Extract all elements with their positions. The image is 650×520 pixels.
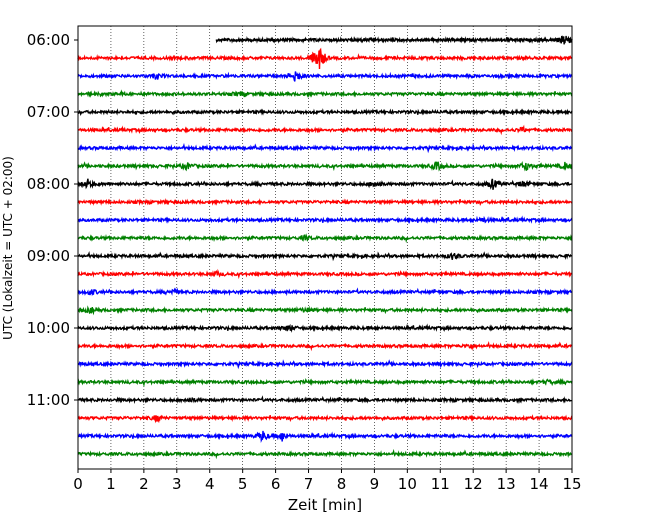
x-axis-label: Zeit [min] bbox=[288, 496, 362, 514]
x-tick-label: 11 bbox=[431, 475, 450, 493]
trace-0800 bbox=[77, 178, 573, 190]
y-tick-label: 10:00 bbox=[27, 319, 70, 337]
trace-0615 bbox=[77, 47, 573, 70]
x-tick-label: 1 bbox=[106, 475, 116, 493]
trace-1000 bbox=[77, 323, 573, 333]
trace-1045 bbox=[77, 377, 573, 388]
y-tick-label: 09:00 bbox=[27, 247, 70, 265]
trace-0745 bbox=[77, 160, 573, 172]
trace-0815 bbox=[77, 198, 573, 207]
x-tick-label: 14 bbox=[530, 475, 549, 493]
trace-0945 bbox=[77, 305, 573, 316]
x-tick-label: 8 bbox=[337, 475, 347, 493]
trace-1115 bbox=[77, 414, 573, 424]
trace-0930 bbox=[77, 287, 573, 297]
trace-0900 bbox=[77, 251, 573, 262]
trace-0845 bbox=[77, 233, 573, 244]
trace-0600 bbox=[215, 35, 573, 45]
y-tick-label: 06:00 bbox=[27, 31, 70, 49]
y-axis-ticks: 06:00 07:00 08:00 09:00 10:00 11:00 bbox=[27, 31, 78, 409]
x-tick-label: 13 bbox=[497, 475, 516, 493]
x-tick-label: 7 bbox=[304, 475, 314, 493]
y-tick-label: 07:00 bbox=[27, 103, 70, 121]
y-tick-label: 11:00 bbox=[27, 391, 70, 409]
x-tick-label: 0 bbox=[73, 475, 83, 493]
trace-0700 bbox=[77, 108, 573, 117]
trace-1145 bbox=[77, 448, 573, 460]
y-axis-label: UTC (Lokalzeit = UTC + 02:00) bbox=[1, 156, 15, 340]
x-tick-label: 12 bbox=[464, 475, 483, 493]
trace-0730 bbox=[77, 142, 573, 154]
x-tick-label: 15 bbox=[562, 475, 581, 493]
x-tick-label: 9 bbox=[370, 475, 380, 493]
seismogram-traces bbox=[77, 35, 573, 460]
trace-1030 bbox=[77, 359, 573, 370]
x-tick-label: 10 bbox=[398, 475, 417, 493]
x-tick-label: 4 bbox=[205, 475, 215, 493]
trace-0830 bbox=[77, 215, 573, 225]
x-axis-ticks: 0 1 2 3 4 5 6 7 8 9 10 11 12 13 14 15 bbox=[73, 469, 582, 493]
x-tick-label: 6 bbox=[271, 475, 281, 493]
x-tick-label: 5 bbox=[238, 475, 248, 493]
x-tick-label: 3 bbox=[172, 475, 182, 493]
y-tick-label: 08:00 bbox=[27, 175, 70, 193]
trace-0915 bbox=[77, 268, 573, 280]
trace-1015 bbox=[77, 341, 573, 352]
x-tick-label: 2 bbox=[139, 475, 149, 493]
trace-1100 bbox=[77, 395, 573, 405]
trace-1130 bbox=[77, 430, 573, 444]
plot-frame bbox=[77, 25, 573, 470]
grid-lines bbox=[110, 26, 540, 469]
trace-0645 bbox=[77, 89, 573, 99]
trace-0630 bbox=[77, 71, 573, 82]
trace-0715 bbox=[77, 124, 573, 136]
